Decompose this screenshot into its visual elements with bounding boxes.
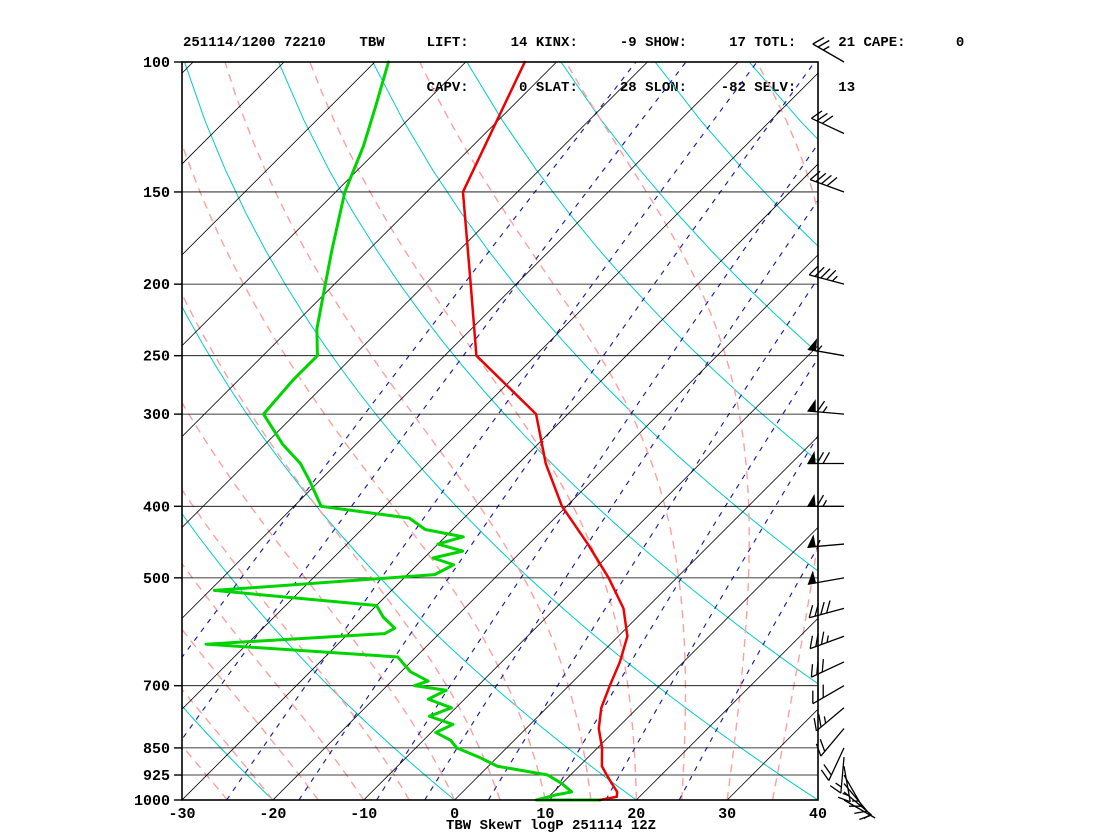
temperature-trace [461,60,629,802]
pressure-tick-label: 200 [143,277,170,294]
pressure-tick-label: 100 [143,55,170,72]
pressure-tick-label: 250 [143,349,170,366]
wind-barb [806,493,844,507]
moist-adiabats [182,62,818,800]
wind-barb [810,659,845,678]
mixing-ratio-lines [182,62,818,800]
wind-barb [820,747,845,781]
chart-title: TBW SkewT logP 251114 12Z [446,818,657,834]
pressure-tick-label: 300 [143,407,170,424]
pressure-tick-label: 400 [143,499,170,516]
wind-barb [806,399,845,415]
wind-barb [812,684,845,705]
temperature-axis-labels: -30 -20 -10 0 10 20 30 40 [168,806,827,823]
pressure-tick-label: 150 [143,185,170,202]
header-indices: 251114/1200 72210 TBW LIFT: 14 KINX: -9 … [183,6,964,111]
wind-barb [809,631,845,650]
temperature-tick-label: -10 [350,806,377,823]
wind-barb [812,36,845,63]
wind-barb [807,534,845,548]
wind-barb [829,757,845,794]
isotherms [182,62,818,800]
dewpoint-trace [204,60,602,802]
wind-barb [806,451,844,465]
wind-barb [809,170,845,193]
temperature-tick-label: -30 [168,806,195,823]
header-line-1: 251114/1200 72210 TBW LIFT: 14 KINX: -9 … [183,35,965,51]
temperature-tick-label: -20 [259,806,286,823]
pressure-tick-label: 500 [143,571,170,588]
temperature-tick-label: 0 [450,806,459,823]
pressure-axis-labels: 100 150 200 250 300 400 500 700 850 925 1000 [134,55,170,810]
wind-barb [837,766,851,803]
header-line-2: CAPV: 0 SLAT: 28 SLON: -82 SELV: 13 [183,80,856,96]
temperature-tick-label: 10 [536,806,554,823]
temperature-tick-label: 30 [718,806,736,823]
wind-barb [808,265,845,285]
wind-barb-column [806,36,876,821]
wind-barb [807,338,845,357]
temperature-tick-label: 20 [627,806,645,823]
pressure-tick-label: 1000 [134,793,170,810]
pressure-tick-label: 700 [143,679,170,696]
wind-barb [808,600,845,619]
pressure-tick-label: 925 [143,768,170,785]
wind-barb [815,728,845,757]
wind-barb [813,707,845,732]
pressure-tick-label: 850 [143,741,170,758]
plot-border [181,61,819,801]
wind-barb [807,570,845,585]
wind-barb [811,110,845,135]
temperature-tick-label: 40 [809,806,827,823]
